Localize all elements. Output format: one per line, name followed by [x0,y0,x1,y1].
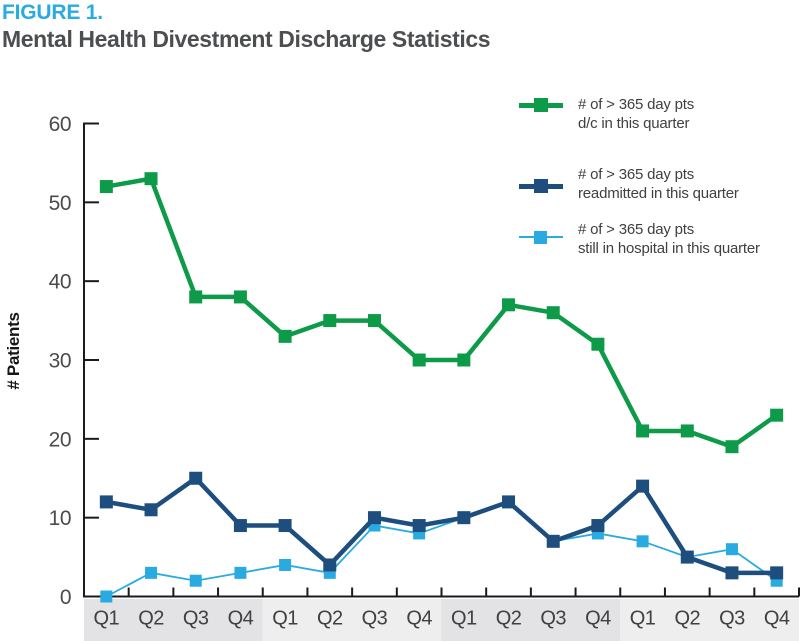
data-point-readmitted [457,511,471,525]
x-tick-label: Q4 [585,608,611,630]
x-tick-label: Q2 [496,608,522,630]
data-point-dc [278,329,292,343]
y-tick-label: 10 [49,507,71,530]
data-point-readmitted [412,519,426,533]
y-tick-label: 50 [49,192,71,215]
data-point-dc [770,408,784,422]
data-point-readmitted [144,503,158,517]
data-point-dc [99,180,113,194]
data-point-still-in-hospital [100,590,113,603]
data-point-readmitted [725,566,739,580]
data-point-readmitted [636,479,650,493]
y-tick-label: 20 [49,428,71,451]
x-tick-label: Q3 [362,608,388,630]
x-tick-label: Q2 [674,608,700,630]
data-point-readmitted [99,495,113,509]
data-point-still-in-hospital [145,566,158,579]
data-point-dc [189,290,203,304]
x-tick-label: Q1 [630,608,656,630]
x-tick-label: Q2 [317,608,343,630]
series-line-still-in-hospital [105,500,778,598]
data-point-readmitted [502,495,516,509]
x-tick-label: Q3 [540,608,566,630]
data-point-dc [502,298,516,312]
x-tick-label: Q1 [272,608,298,630]
data-point-still-in-hospital [234,566,247,579]
series-line-dc [105,176,778,450]
y-tick-label: 60 [49,113,71,136]
figure-label: FIGURE 1. [2,1,103,24]
data-point-dc [546,306,560,320]
data-point-readmitted [323,558,337,572]
x-tick-label: Q4 [764,608,790,630]
data-point-readmitted [591,519,605,533]
data-point-still-in-hospital [189,574,202,587]
data-point-readmitted [367,511,381,525]
year-band [620,599,799,641]
figure-title: Mental Health Divestment Discharge Stati… [2,26,491,52]
data-point-still-in-hospital [636,535,649,548]
data-point-readmitted [546,534,560,548]
data-point-dc [367,314,381,328]
series-line-readmitted [105,475,777,576]
data-point-dc [233,290,247,304]
x-tick-label: Q4 [228,608,254,630]
data-point-dc [636,424,650,438]
data-point-readmitted [770,566,784,580]
x-tick-label: Q2 [138,608,164,630]
data-point-dc [457,353,471,367]
x-tick-label: Q4 [406,608,432,630]
data-point-dc [591,337,605,351]
y-tick-label: 30 [49,350,71,373]
data-point-readmitted [233,519,247,533]
data-point-dc [680,424,694,438]
data-point-dc [323,314,337,328]
data-point-readmitted [278,519,292,533]
data-point-still-in-hospital [725,543,738,556]
year-band [441,599,621,641]
year-band [262,599,442,641]
data-point-readmitted [189,471,203,485]
year-band [84,599,263,641]
x-tick-label: Q1 [451,608,477,630]
y-tick-label: 40 [49,271,71,294]
data-point-readmitted [680,550,694,564]
y-tick-label: 0 [60,586,71,609]
x-tick-label: Q3 [719,608,745,630]
data-point-dc [725,440,739,454]
x-tick-label: Q1 [94,608,120,630]
data-point-dc [412,353,426,367]
data-point-dc [144,172,158,186]
x-tick-label: Q3 [183,608,209,630]
data-point-still-in-hospital [279,558,292,571]
